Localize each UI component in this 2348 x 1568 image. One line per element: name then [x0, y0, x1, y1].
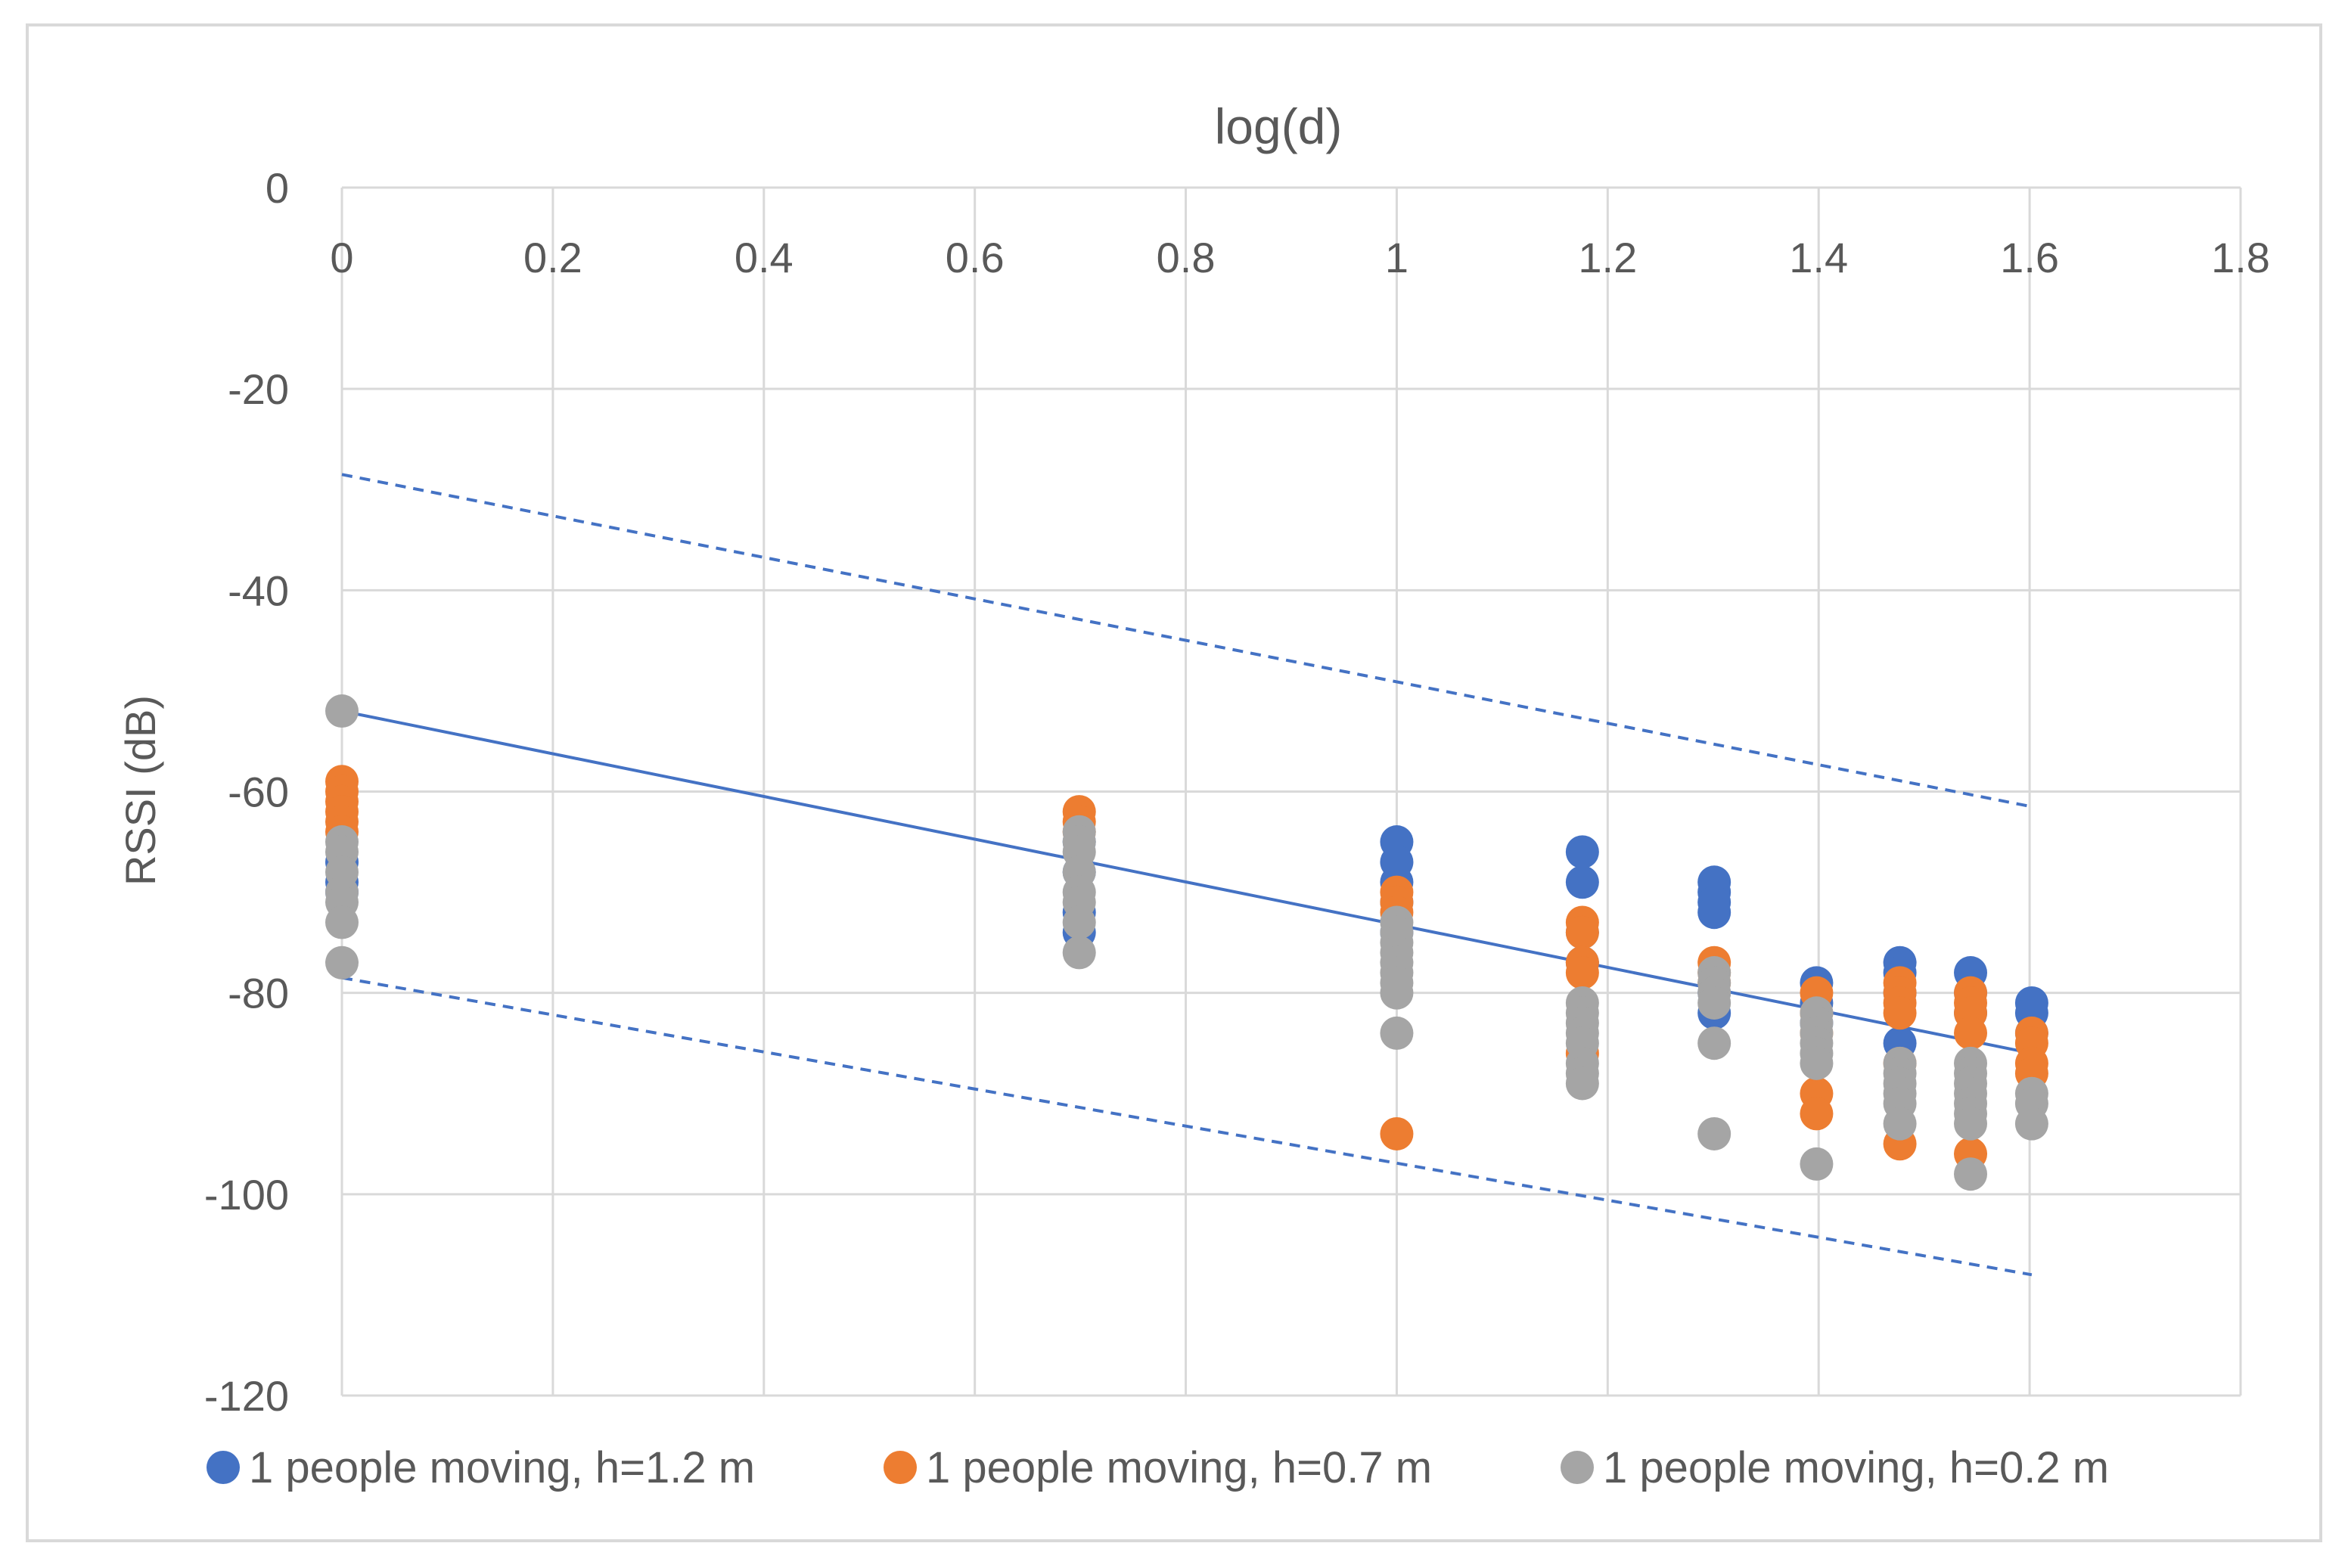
- data-points: [325, 694, 2048, 1191]
- data-point-series-3: [325, 694, 359, 728]
- upper-bound-line: [341, 473, 2033, 809]
- trend-lines: [341, 473, 2033, 1277]
- y-tick-label: -120: [204, 1372, 289, 1420]
- data-point-series-1: [1565, 865, 1599, 899]
- data-point-series-3: [1380, 976, 1414, 1010]
- y-tick-label: -100: [204, 1171, 289, 1219]
- y-axis-label: RSSI (dB): [116, 695, 164, 886]
- x-tick-label: 0.6: [946, 234, 1005, 281]
- legend-marker: [884, 1451, 917, 1484]
- x-tick-label: 1.4: [1789, 234, 1848, 281]
- legend-item: 1 people moving, h=0.7 m: [884, 1443, 1432, 1492]
- legend-label: 1 people moving, h=0.7 m: [926, 1443, 1432, 1492]
- data-point-series-2: [1565, 915, 1599, 949]
- x-tick-label: 1.6: [2000, 234, 2059, 281]
- y-tick-label: -20: [228, 365, 289, 413]
- data-point-series-1: [1565, 835, 1599, 869]
- data-point-series-3: [325, 945, 359, 980]
- data-point-series-3: [1800, 1046, 1834, 1080]
- legend-item: 1 people moving, h=0.2 m: [1561, 1443, 2109, 1492]
- x-tick-label: 1.2: [1578, 234, 1637, 281]
- x-tick-label: 0.2: [523, 234, 582, 281]
- data-point-series-3: [1697, 1026, 1731, 1060]
- data-point-series-1: [1697, 896, 1731, 930]
- chart-border: [26, 23, 2322, 1542]
- tick-labels: 0 0.2 0.4 0.6 0.8 1 1.2 1.4 1.6 1.8 0 -20 -40 -60 -80 -…: [204, 164, 2270, 1420]
- x-tick-label: 0.8: [1157, 234, 1216, 281]
- y-tick-label: -40: [228, 567, 289, 614]
- data-point-series-3: [1883, 1107, 1917, 1141]
- data-point-series-3: [1062, 936, 1096, 970]
- legend-marker: [207, 1451, 240, 1484]
- data-point-series-3: [1697, 1116, 1731, 1150]
- data-point-series-3: [1954, 1107, 1988, 1141]
- y-tick-label: 0: [266, 164, 289, 212]
- legend-label: 1 people moving, h=0.2 m: [1603, 1443, 2109, 1492]
- x-tick-label: 1.8: [2211, 234, 2270, 281]
- lower-bound-line: [341, 976, 2033, 1277]
- data-point-series-3: [325, 905, 359, 939]
- trend-line: [341, 709, 2033, 1055]
- gridlines: [340, 186, 2242, 1397]
- x-tick-label: 1: [1385, 234, 1408, 281]
- legend-label: 1 people moving, h=1.2 m: [249, 1443, 755, 1492]
- data-point-series-2: [1800, 1097, 1834, 1131]
- data-point-series-2: [1565, 956, 1599, 990]
- data-point-series-3: [2014, 1107, 2048, 1141]
- legend-marker: [1561, 1451, 1594, 1484]
- data-point-series-2: [1954, 1016, 1988, 1050]
- data-point-series-3: [1380, 1016, 1414, 1050]
- data-point-series-3: [1565, 1067, 1599, 1101]
- data-point-series-3: [1800, 1147, 1834, 1181]
- legend-item: 1 people moving, h=1.2 m: [207, 1443, 755, 1492]
- data-point-series-3: [1062, 905, 1096, 939]
- y-tick-label: -60: [228, 768, 289, 816]
- data-point-series-2: [1380, 1116, 1414, 1150]
- x-tick-label: 0.4: [735, 234, 794, 281]
- data-point-series-2: [1883, 996, 1917, 1030]
- data-point-series-3: [1954, 1157, 1988, 1191]
- data-point-series-3: [1697, 986, 1731, 1020]
- chart-title: log(d): [1215, 98, 1343, 154]
- x-tick-label: 0: [330, 234, 353, 281]
- legend: 1 people moving, h=1.2 m 1 people moving,…: [207, 1443, 2109, 1492]
- y-tick-label: -80: [228, 970, 289, 1017]
